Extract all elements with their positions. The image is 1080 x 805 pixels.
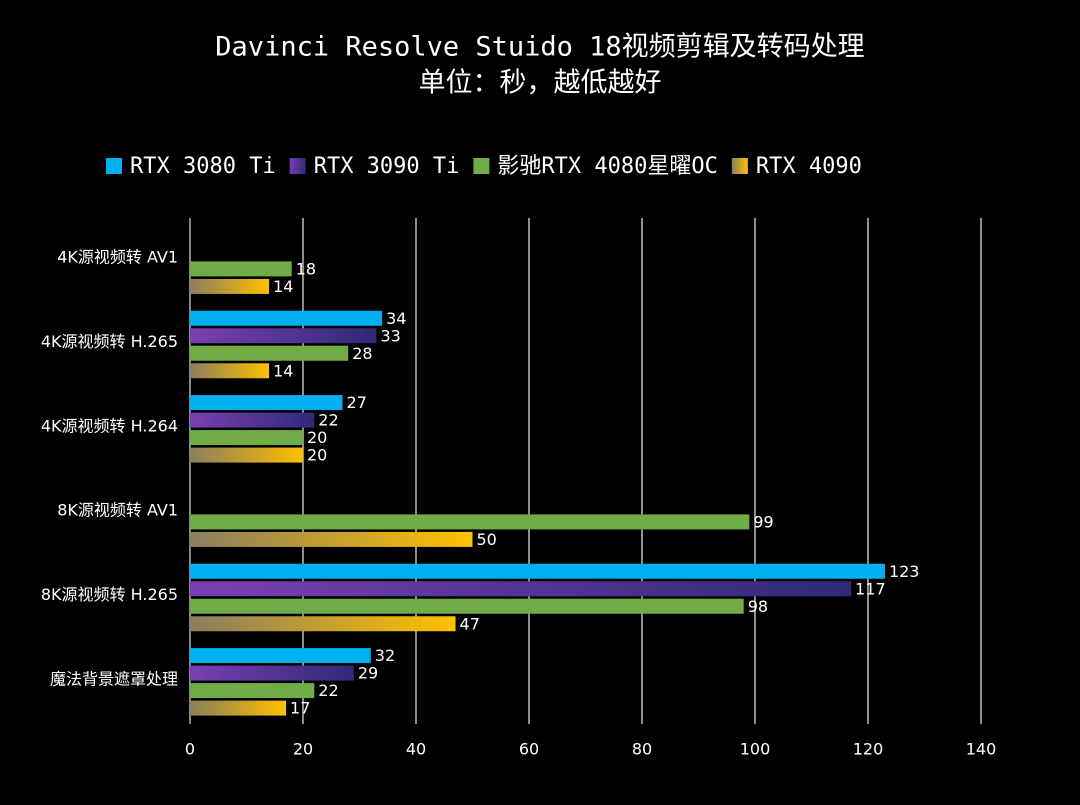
x-tick-label: 120 <box>853 740 884 759</box>
bar <box>190 514 750 530</box>
bar <box>190 531 473 547</box>
y-tick-label: 4K源视频转 H.264 <box>41 416 178 435</box>
chart-title: Davinci Resolve Stuido 18视频剪辑及转码处理 <box>215 32 864 63</box>
bar <box>190 598 744 614</box>
x-tick-label: 100 <box>740 740 771 759</box>
legend-label: 影驰RTX 4080星曜OC <box>497 154 717 179</box>
y-tick-label: 4K源视频转 AV1 <box>57 248 178 267</box>
value-label: 20 <box>307 446 327 465</box>
y-tick-label: 魔法背景遮罩处理 <box>50 669 178 688</box>
legend-swatch <box>289 158 306 174</box>
value-label: 50 <box>477 530 497 549</box>
y-tick-label: 8K源视频转 H.265 <box>41 585 178 604</box>
x-tick-label: 40 <box>406 740 426 759</box>
legend-label: RTX 3090 Ti <box>314 154 460 179</box>
legend-label: RTX 3080 Ti <box>130 154 276 179</box>
bar <box>190 616 456 632</box>
x-tick-label: 60 <box>519 740 539 759</box>
value-label: 27 <box>347 393 367 412</box>
bar <box>190 363 270 379</box>
value-label: 99 <box>753 512 773 531</box>
bar <box>190 563 885 579</box>
legend: RTX 3080 Ti RTX 3090 Ti 影驰RTX 4080星曜OC RTX … <box>106 154 862 179</box>
legend-swatch <box>473 158 490 174</box>
y-tick-label: 8K源视频转 AV1 <box>57 501 178 520</box>
value-label: 22 <box>318 681 338 700</box>
bar <box>190 310 383 326</box>
value-label: 18 <box>296 259 316 278</box>
bar <box>190 278 270 294</box>
legend-label: RTX 4090 <box>756 154 862 179</box>
x-tick-label: 0 <box>185 740 195 759</box>
value-label: 14 <box>273 361 293 380</box>
x-tick-label: 20 <box>293 740 313 759</box>
bar <box>190 700 287 716</box>
chart-subtitle: 单位：秒，越低越好 <box>419 68 662 99</box>
value-label: 33 <box>380 326 400 345</box>
bar <box>190 430 303 446</box>
bar <box>190 665 354 681</box>
value-label: 14 <box>273 277 293 296</box>
bar <box>190 683 315 699</box>
bar <box>190 648 371 664</box>
bar <box>190 447 303 463</box>
x-tick-label: 80 <box>632 740 652 759</box>
bar <box>190 328 377 344</box>
legend-swatch <box>106 158 122 174</box>
bar <box>190 395 343 411</box>
y-tick-label: 4K源视频转 H.265 <box>41 332 178 351</box>
value-label: 20 <box>307 428 327 447</box>
legend-swatch <box>731 158 748 174</box>
value-label: 22 <box>318 411 338 430</box>
value-label: 29 <box>358 664 378 683</box>
value-label: 123 <box>889 562 920 581</box>
bar <box>190 412 315 428</box>
bar <box>190 345 349 361</box>
value-label: 117 <box>855 579 886 598</box>
value-label: 32 <box>375 646 395 665</box>
value-label: 47 <box>460 614 480 633</box>
value-label: 34 <box>386 309 406 328</box>
value-label: 17 <box>290 699 310 718</box>
x-tick-label: 140 <box>966 740 997 759</box>
value-label: 98 <box>748 597 768 616</box>
bar <box>190 581 852 597</box>
value-label: 28 <box>352 344 372 363</box>
bar <box>190 261 292 277</box>
